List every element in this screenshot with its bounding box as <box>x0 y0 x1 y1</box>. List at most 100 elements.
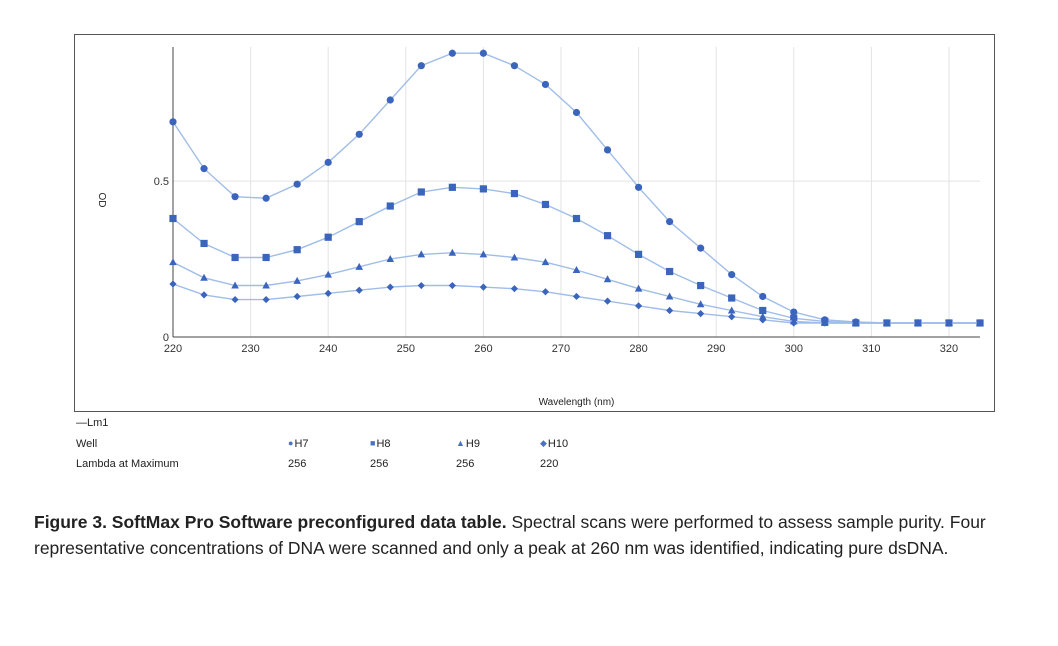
data-point-h8 <box>200 239 208 248</box>
circle-marker-icon: ● <box>288 438 294 448</box>
data-point-h7 <box>355 130 363 138</box>
data-point-h9 <box>758 312 767 320</box>
data-point-h8 <box>293 246 301 254</box>
data-point-h10 <box>541 288 550 296</box>
series-line-h7 <box>172 52 980 324</box>
data-point-h10 <box>852 319 860 327</box>
data-point-h8 <box>169 214 177 223</box>
data-point-h7 <box>541 80 550 89</box>
data-point-h9 <box>200 273 208 281</box>
data-point-h7 <box>790 308 798 316</box>
data-point-h10 <box>169 280 177 288</box>
data-point-h9 <box>324 270 332 278</box>
square-marker-icon: ■ <box>370 438 376 448</box>
caption-body: Spectral scans were performed to assess … <box>34 512 986 558</box>
data-point-h8 <box>603 232 612 240</box>
well-name: H8 <box>376 438 391 450</box>
legend-well-h7: ●H7 <box>288 438 309 450</box>
data-point-h7 <box>169 118 177 126</box>
data-point-h7 <box>479 49 487 57</box>
data-point-h8 <box>541 200 550 209</box>
data-point-h7 <box>697 244 705 252</box>
data-point-h8 <box>634 250 643 258</box>
data-point-h8 <box>355 218 363 226</box>
data-point-h9 <box>417 250 426 258</box>
lambda-value-h9: 256 <box>456 458 475 470</box>
data-point-h7 <box>417 62 425 70</box>
data-point-h7 <box>572 108 581 117</box>
data-point-h10 <box>914 319 922 327</box>
x-tick-label: 260 <box>474 343 492 355</box>
x-tick-label: 250 <box>397 343 415 355</box>
legend-well-h9: ▲H9 <box>456 438 480 450</box>
data-point-h8 <box>572 214 581 223</box>
data-point-h10 <box>386 283 394 291</box>
data-point-h7 <box>262 194 270 202</box>
data-point-h10 <box>883 319 891 327</box>
well-name: H10 <box>547 438 569 450</box>
data-point-h10 <box>759 316 767 324</box>
data-point-h10 <box>200 291 208 299</box>
data-point-h7 <box>634 183 643 191</box>
data-point-h7 <box>603 146 612 154</box>
data-point-h9 <box>231 281 239 289</box>
x-tick-label: 240 <box>319 343 337 355</box>
data-point-h8 <box>759 306 767 315</box>
data-point-h7 <box>510 62 519 70</box>
legend-heading-text: —Lm1 <box>76 417 109 429</box>
data-point-h9 <box>386 255 395 263</box>
x-tick-label: 220 <box>164 343 182 355</box>
data-point-h8 <box>262 253 270 262</box>
data-point-h9 <box>293 276 301 284</box>
figure-caption: Figure 3. SoftMax Pro Software preconfig… <box>34 509 1034 561</box>
data-point-h7 <box>293 180 301 188</box>
y-axis-title: OD <box>96 193 107 208</box>
data-point-h9 <box>355 262 364 270</box>
well-name: H9 <box>465 438 480 450</box>
data-point-h9 <box>665 292 674 300</box>
data-point-h8 <box>386 202 394 210</box>
data-point-h10 <box>355 286 363 294</box>
x-axis-title: Wavelength (nm) <box>539 397 615 408</box>
legend-well-h8: ■H8 <box>370 438 391 450</box>
x-tick-label: 310 <box>862 343 880 355</box>
data-point-h7 <box>728 271 736 279</box>
diamond-marker-icon: ◆ <box>540 438 547 448</box>
data-point-h10 <box>417 281 425 290</box>
data-point-h9 <box>696 300 705 308</box>
well-label: Well <box>76 438 98 450</box>
data-point-h10 <box>572 292 581 301</box>
lambda-label: Lambda at Maximum <box>76 458 179 470</box>
data-point-h10 <box>448 281 456 290</box>
data-point-h9 <box>727 306 736 314</box>
lambda-value-h7: 256 <box>288 458 307 470</box>
data-point-h10 <box>976 319 984 327</box>
data-point-h9 <box>510 253 519 261</box>
data-point-h8 <box>666 267 674 276</box>
data-point-h8 <box>697 281 705 290</box>
data-point-h10 <box>479 283 487 291</box>
triangle-marker-icon: ▲ <box>456 438 465 448</box>
x-tick-label: 280 <box>629 343 647 355</box>
data-point-h8 <box>231 253 239 262</box>
data-point-h10 <box>728 313 736 321</box>
series-line-h8 <box>172 186 980 324</box>
x-tick-label: 320 <box>940 343 958 355</box>
data-point-h8 <box>448 183 456 191</box>
data-point-h10 <box>790 319 798 327</box>
data-point-h9 <box>572 265 581 273</box>
data-point-h7 <box>200 165 208 173</box>
data-point-h10 <box>603 297 612 305</box>
data-point-h10 <box>634 302 643 310</box>
spectral-chart: 220 230 240 250 260 270 280 290 300 310 320 0 0.5 Wav… <box>96 47 984 408</box>
data-point-h8 <box>417 188 425 196</box>
data-point-h9 <box>479 250 488 258</box>
data-point-h10 <box>262 295 270 304</box>
data-point-h8 <box>510 189 519 198</box>
series-line-h10 <box>172 283 980 324</box>
chart-frame: 220 230 240 250 260 270 280 290 300 310 320 0 0.5 Wav… <box>74 34 995 412</box>
y-tick-label: 0.5 <box>154 176 169 188</box>
data-point-h7 <box>386 96 394 104</box>
data-point-h7 <box>448 49 456 57</box>
data-point-h10 <box>231 295 239 304</box>
